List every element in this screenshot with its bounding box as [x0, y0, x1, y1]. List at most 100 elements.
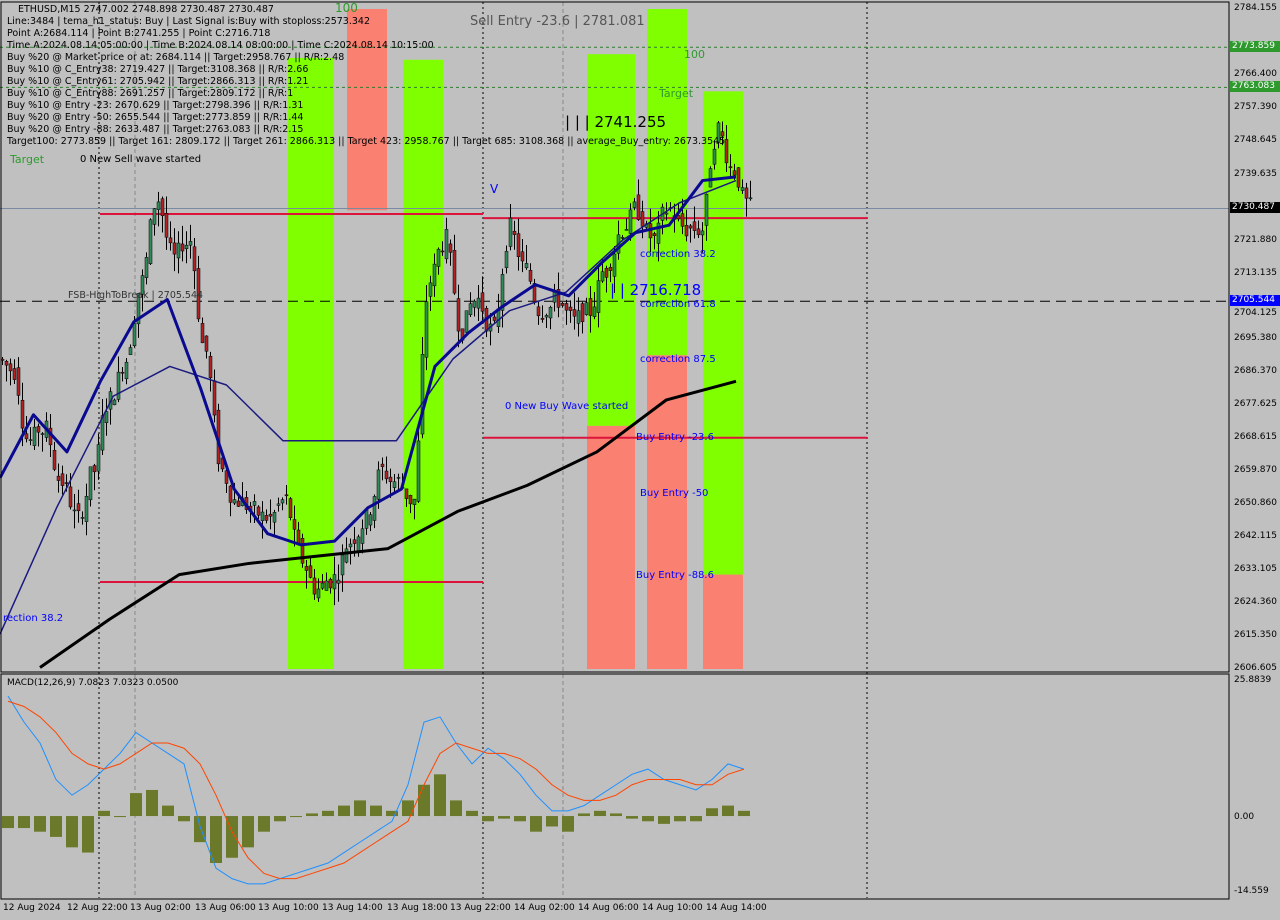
candle-body	[736, 167, 741, 188]
candle-body	[688, 225, 693, 229]
candle-body	[36, 426, 41, 433]
candle-body	[524, 263, 529, 269]
info-line: Buy %20 @ Entry -88: 2633.487 || Target:…	[7, 124, 304, 135]
signal-zone	[347, 9, 387, 211]
candle-body	[508, 217, 513, 247]
price-tag: 2773.859	[1230, 41, 1280, 53]
candle-body	[592, 306, 597, 317]
macd-histogram-bar	[274, 816, 286, 822]
candle-body	[604, 267, 609, 278]
candle-body	[420, 354, 425, 435]
candle-body	[680, 213, 685, 227]
candle-body	[360, 528, 365, 544]
candle-body	[708, 168, 713, 188]
macd-histogram-bar	[706, 808, 718, 817]
point-c-label: | | 2716.718	[610, 281, 702, 299]
candle-body	[636, 194, 641, 220]
candle-body	[328, 578, 333, 589]
macd-histogram-bar	[242, 816, 254, 848]
candle-body	[504, 251, 509, 268]
price-tick: 2606.605	[1234, 663, 1277, 673]
candle-body	[176, 242, 181, 259]
candle-body	[268, 513, 273, 517]
candle-body	[732, 170, 737, 176]
macd-histogram-bar	[450, 800, 462, 817]
macd-histogram-bar	[370, 805, 382, 817]
price-tick: 2686.370	[1234, 366, 1277, 376]
macd-histogram-bar	[562, 816, 574, 832]
candle-body	[116, 371, 121, 400]
candle-body	[536, 306, 541, 317]
candle-body	[428, 282, 433, 297]
candle-body	[308, 565, 313, 578]
candle-body	[192, 246, 197, 272]
candle-body	[540, 317, 545, 320]
price-tick: 2748.645	[1234, 135, 1277, 145]
correction-87-label: correction 87.5	[640, 354, 716, 365]
candle-body	[512, 230, 517, 235]
macd-histogram-bar	[466, 810, 478, 817]
macd-histogram-bar	[34, 816, 46, 832]
candle-body	[232, 499, 237, 504]
correction-38-label: correction 38.2	[640, 249, 716, 260]
info-line: Line:3484 | tema_h1_status: Buy | Last S…	[7, 16, 370, 27]
candle-body	[156, 201, 161, 210]
candle-body	[212, 380, 217, 416]
candle-body	[652, 233, 657, 237]
time-tick: 14 Aug 02:00	[514, 903, 575, 913]
candle-body	[144, 257, 149, 278]
candle-body	[684, 225, 689, 237]
candle-body	[312, 577, 317, 595]
zones-layer	[288, 9, 743, 670]
candle-body	[500, 274, 505, 311]
symbol-line: ETHUSD,M15 2747.002 2748.898 2730.487 27…	[18, 4, 274, 15]
candle-body	[748, 197, 753, 200]
candle-body	[740, 187, 745, 191]
macd-histogram-bar	[546, 816, 558, 827]
macd-histogram-bar	[658, 816, 670, 824]
candle-body	[676, 215, 681, 220]
macd-tick: -14.559	[1234, 886, 1269, 896]
info-line: Buy %20 @ Entry -50: 2655.544 || Target:…	[7, 112, 304, 123]
candle-body	[416, 440, 421, 502]
macd-tick: 0.00	[1234, 812, 1255, 822]
macd-histogram-bar	[530, 816, 542, 832]
macd-histogram-bar	[610, 813, 622, 817]
candle-body	[448, 243, 453, 253]
candle-body	[336, 579, 341, 584]
signal-zone	[703, 91, 743, 575]
candle-body	[8, 363, 13, 372]
macd-histogram-bar	[114, 816, 126, 818]
candle-body	[280, 499, 285, 504]
signal-zone	[587, 425, 635, 669]
candle-body	[64, 482, 69, 484]
candle-body	[584, 302, 589, 315]
macd-histogram-bar	[354, 800, 366, 817]
candle-body	[32, 426, 37, 446]
candle-body	[620, 237, 625, 239]
grid-layer	[98, 2, 868, 898]
signal-zone	[703, 574, 743, 669]
candle-body	[556, 289, 561, 308]
price-tag: 2705.544	[1230, 295, 1280, 307]
moving-averages-layer	[0, 175, 737, 669]
candle-body	[564, 303, 569, 311]
candle-body	[272, 512, 277, 523]
signal-zone	[647, 9, 687, 356]
macd-histogram-bar	[594, 810, 606, 817]
macd-histogram-bar	[258, 816, 270, 832]
candle-body	[148, 219, 153, 264]
candle-body	[40, 433, 45, 435]
candle-body	[372, 496, 377, 521]
v-marker: V	[490, 182, 499, 196]
candle-body	[200, 323, 205, 344]
candle-body	[692, 221, 697, 231]
candle-body	[392, 481, 397, 488]
macd-histogram-bar	[690, 816, 702, 822]
label-100-right: 100	[684, 48, 705, 61]
candle-body	[600, 271, 605, 282]
target-label-left: Target	[10, 153, 45, 166]
price-tick: 2633.105	[1234, 564, 1277, 574]
price-tick: 2713.135	[1234, 268, 1277, 278]
